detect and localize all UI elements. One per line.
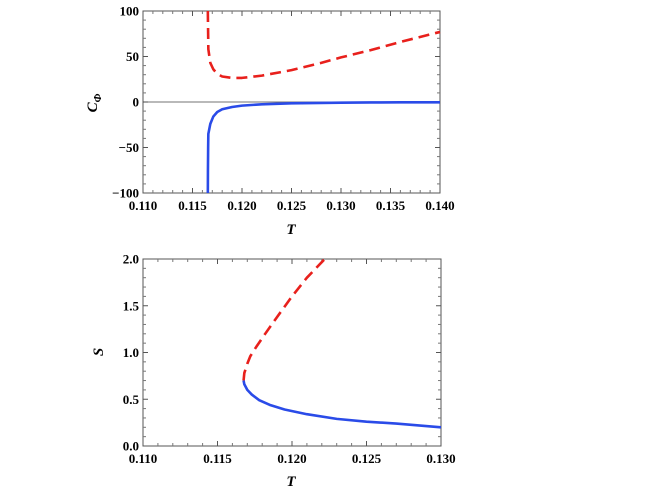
y-axis-title-subscript: Φ [92, 93, 104, 102]
x-tick-label: 0.125 [352, 451, 382, 466]
dashed-series-line [206, 10, 441, 80]
x-axis-title: T [286, 474, 296, 490]
y-tick-label: 0 [133, 95, 140, 110]
tick-group: 0.110 0.115 0.120 0.125 0.130 2.0 1.5 1.0 0.5 0.0 [123, 252, 456, 467]
y-axis-title: CΦ [85, 93, 104, 112]
x-tick-label: 0.115 [203, 451, 232, 466]
x-tick-label: 0.130 [426, 451, 455, 466]
y-tick-label: 2.0 [123, 252, 139, 267]
plot-frame [142, 258, 442, 447]
y-axis-title-main: C [85, 101, 101, 112]
y-tick-label: −100 [112, 186, 139, 201]
x-tick-label: 0.135 [376, 198, 406, 213]
tick-group: 0.110 0.115 0.120 0.125 0.130 0.135 0.140 100 50… [112, 4, 455, 214]
x-axis-title: T [286, 222, 296, 238]
solid-series-line [206, 100, 441, 194]
y-tick-label: 1.5 [123, 298, 140, 313]
x-tick-label: 0.110 [129, 451, 158, 466]
x-tick-label: 0.140 [425, 198, 454, 213]
y-tick-label: 0.0 [123, 439, 139, 454]
curve-group [143, 10, 441, 194]
y-axis-title: S [91, 348, 107, 356]
entropy-panel: 0.110 0.115 0.120 0.125 0.130 2.0 1.5 1.0 0.5 0.0… [91, 252, 456, 491]
solid-series-line [242, 380, 442, 429]
x-tick-label: 0.125 [277, 198, 307, 213]
y-tick-label: 1.0 [123, 345, 139, 360]
x-tick-label: 0.110 [129, 198, 158, 213]
curve-group [242, 258, 442, 429]
x-tick-label: 0.130 [326, 198, 355, 213]
x-tick-label: 0.120 [227, 198, 256, 213]
dashed-series-line [242, 258, 326, 381]
y-tick-label: 50 [126, 49, 139, 64]
y-tick-label: 100 [120, 4, 140, 19]
x-tick-label: 0.120 [277, 451, 306, 466]
y-tick-label: −50 [119, 140, 139, 155]
y-tick-label: 0.5 [123, 392, 140, 407]
x-tick-label: 0.115 [178, 198, 207, 213]
heat-capacity-panel: 0.110 0.115 0.120 0.125 0.130 0.135 0.140 100 50… [85, 4, 455, 239]
